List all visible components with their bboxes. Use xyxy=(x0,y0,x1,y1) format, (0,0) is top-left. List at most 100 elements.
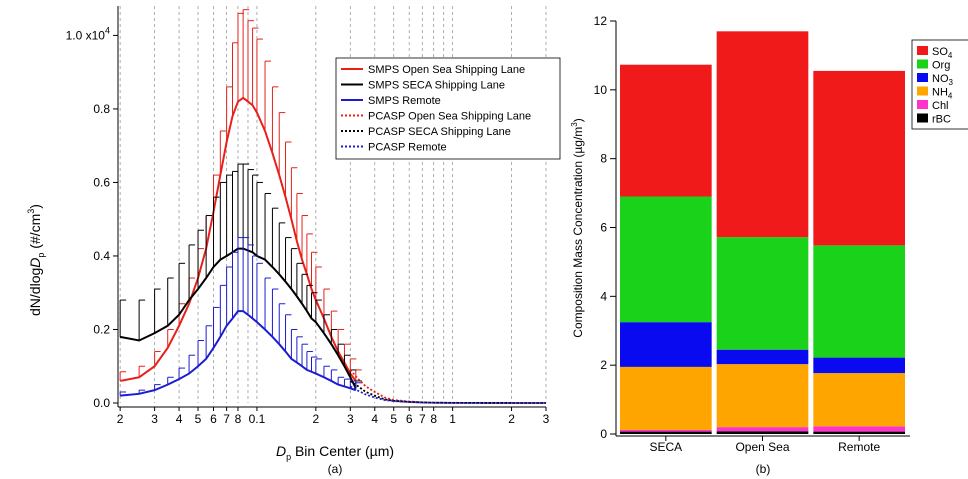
legend-label: PCASP SECA Shipping Lane xyxy=(368,126,511,138)
y-tick-label: 10 xyxy=(594,83,608,97)
series-smps-seca-shipping-lane xyxy=(119,163,362,389)
x-tick-label: Remote xyxy=(838,440,880,454)
x-tick-label: 8 xyxy=(430,412,437,426)
y-tick-label: 1.0 x104 xyxy=(66,25,110,42)
x-tick-label: 4 xyxy=(371,412,378,426)
x-tick-label: 6 xyxy=(210,412,217,426)
bar-segment-chl xyxy=(716,427,809,432)
y-tick-label: 2 xyxy=(600,358,607,372)
legend-label: Chl xyxy=(932,100,949,112)
bar-segment-nh4 xyxy=(813,373,905,427)
x-tick-label: 4 xyxy=(176,412,183,426)
series-pcasp-remote xyxy=(349,385,546,404)
legend-swatch xyxy=(917,59,928,69)
legend-swatch xyxy=(917,86,928,96)
panel-a-series xyxy=(119,9,547,404)
x-tick-label: 1 xyxy=(449,412,456,426)
x-tick-label: 0.1 xyxy=(249,412,266,426)
legend-swatch xyxy=(917,73,928,82)
legend-label: PCASP Open Sea Shipping Lane xyxy=(368,111,531,123)
x-tick-label: 5 xyxy=(390,412,397,426)
bar-segment-no3 xyxy=(620,322,712,367)
panel-b-bars xyxy=(620,31,905,434)
panel-b-tick-labels: SECA Open Sea Remote 0 2 4 6 8 10 12 xyxy=(594,14,881,454)
bar-segment-chl xyxy=(813,426,905,432)
y-tick-label: 0.4 xyxy=(93,249,110,263)
legend-label: Org xyxy=(932,60,950,72)
x-tick-label: 6 xyxy=(406,412,413,426)
y-tick-label: 0.2 xyxy=(93,322,110,336)
series-line xyxy=(349,385,546,404)
y-tick-label: 4 xyxy=(600,289,607,303)
bar-segment-org xyxy=(716,237,809,350)
bar-segment-so4 xyxy=(813,70,905,246)
x-tick-label: 3 xyxy=(151,412,158,426)
bar-segment-so4 xyxy=(716,31,809,238)
legend-label-subscript: 3 xyxy=(949,78,954,87)
x-tick-label: 2 xyxy=(508,412,515,426)
x-tick-label: 2 xyxy=(117,412,124,426)
bar-segment-no3 xyxy=(716,349,809,365)
x-tick-label: 3 xyxy=(543,412,550,426)
bar-stack-remote xyxy=(813,70,905,434)
bar-segment-rbc xyxy=(716,431,809,434)
y-tick-label: 6 xyxy=(600,221,607,235)
panel-b-label: (b) xyxy=(756,462,771,476)
y-tick-exponent: 4 xyxy=(105,25,110,35)
panel-b-y-axis-label: Composition Mass Concentration (µg/m3) xyxy=(570,118,585,337)
x-tick-label: SECA xyxy=(649,440,682,454)
y-tick-label: 8 xyxy=(600,152,607,166)
legend-label: SMPS Open Sea Shipping Lane xyxy=(368,64,525,76)
y-tick-label: 12 xyxy=(594,14,608,28)
x-tick-label: 3 xyxy=(347,412,354,426)
y-tick-label: 0.0 xyxy=(93,396,110,410)
legend-label: PCASP Remote xyxy=(368,142,447,154)
legend-label-subscript: 4 xyxy=(948,92,953,101)
legend-label: SMPS Remote xyxy=(368,95,441,107)
x-tick-label: 8 xyxy=(235,412,242,426)
series-pcasp-seca-shipping-lane xyxy=(349,380,547,404)
y-tick-label: 0.8 xyxy=(93,102,110,116)
y-tick-label: 0.6 xyxy=(93,175,110,189)
panel-a-label: (a) xyxy=(328,462,343,476)
series-line xyxy=(349,369,547,404)
x-tick-label: 7 xyxy=(223,412,230,426)
bar-segment-nh4 xyxy=(716,364,809,428)
panel-a-x-axis-label: Dp Bin Center (µm) xyxy=(276,443,394,462)
legend-label: NO3 xyxy=(932,73,954,87)
bar-segment-no3 xyxy=(813,357,905,374)
series-smps-open-sea-shipping-lane xyxy=(119,9,362,382)
x-tick-label: 7 xyxy=(419,412,426,426)
bar-segment-org xyxy=(813,245,905,358)
legend-label: rBC xyxy=(932,114,951,126)
legend-label: SMPS SECA Shipping Lane xyxy=(368,80,505,92)
x-tick-label: 5 xyxy=(195,412,202,426)
panel-a-axes xyxy=(113,6,547,411)
x-tick-label: Open Sea xyxy=(735,440,789,454)
bar-segment-rbc xyxy=(620,431,712,434)
bar-segment-so4 xyxy=(620,64,712,197)
panel-a-y-axis-label: dN/dlogDp (#/cm3) xyxy=(26,204,46,316)
bar-stack-open-sea xyxy=(716,31,809,434)
legend-label: SO4 xyxy=(932,46,953,60)
bar-segment-chl xyxy=(620,429,712,432)
x-tick-label: 2 xyxy=(313,412,320,426)
legend-box xyxy=(335,57,561,160)
legend-label-subscript: 4 xyxy=(948,51,953,60)
bar-stack-seca xyxy=(620,64,712,434)
series-pcasp-open-sea-shipping-lane xyxy=(349,369,547,404)
panel-b-stacked-bar-chart: SECA Open Sea Remote 0 2 4 6 8 10 12 Composition … xyxy=(570,14,968,476)
legend-swatch xyxy=(917,113,928,123)
y-tick-label: 0 xyxy=(600,427,607,441)
legend-swatch xyxy=(917,46,928,55)
series-smps-remote xyxy=(119,237,362,397)
legend-swatch xyxy=(917,100,928,109)
series-line xyxy=(120,310,357,397)
panel-a-legend: SMPS Open Sea Shipping Lane SMPS SECA Shi… xyxy=(335,57,561,160)
bar-segment-rbc xyxy=(813,431,905,434)
legend-label: NH4 xyxy=(932,87,953,101)
bar-segment-nh4 xyxy=(620,366,712,430)
